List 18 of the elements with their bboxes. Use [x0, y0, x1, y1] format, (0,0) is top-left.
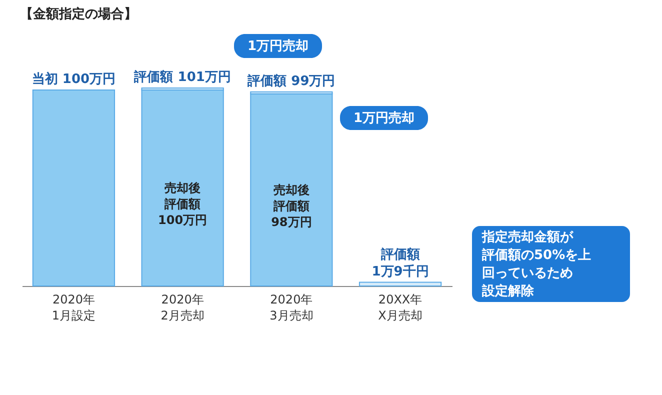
- total-label: 評価額 101万円: [133, 69, 231, 85]
- x-tick-label: 20XX年 X月売却: [378, 292, 422, 322]
- total-label: 評価額 1万9千円: [372, 246, 429, 280]
- bar: [141, 89, 224, 286]
- bar: [358, 282, 442, 286]
- x-tick-label: 2020年 2月売却: [160, 292, 204, 322]
- text: 1万円売却: [247, 39, 309, 54]
- annotation: 1万円売却: [353, 111, 415, 126]
- data-label: 売却後評価額100万円: [158, 180, 208, 227]
- chart-title: 【金額指定の場合】: [20, 6, 137, 22]
- bar: [32, 89, 116, 286]
- x-tick-label: 2020年 1月設定: [52, 292, 96, 322]
- total-label: 当初 100万円: [32, 70, 116, 87]
- total-label: 評価額 99万円: [246, 72, 336, 89]
- bar: [250, 93, 333, 286]
- data-label: 売却後評価額98万円: [271, 182, 312, 229]
- text: 指定売却金額が評価額の50%を上回っているため設定解除: [481, 229, 592, 299]
- x-tick-label: 2020年 3月売却: [270, 292, 314, 322]
